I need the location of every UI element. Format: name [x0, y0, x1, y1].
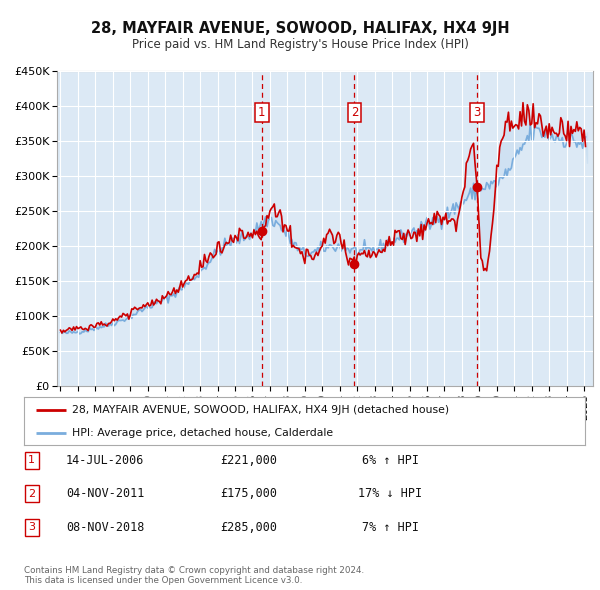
- Text: £175,000: £175,000: [221, 487, 277, 500]
- Text: 2: 2: [28, 489, 35, 499]
- Text: £221,000: £221,000: [221, 454, 277, 467]
- Text: Contains HM Land Registry data © Crown copyright and database right 2024.
This d: Contains HM Land Registry data © Crown c…: [24, 566, 364, 585]
- Text: 17% ↓ HPI: 17% ↓ HPI: [358, 487, 422, 500]
- Text: 14-JUL-2006: 14-JUL-2006: [66, 454, 144, 467]
- Text: £285,000: £285,000: [221, 521, 277, 534]
- Text: Price paid vs. HM Land Registry's House Price Index (HPI): Price paid vs. HM Land Registry's House …: [131, 38, 469, 51]
- Text: 1: 1: [28, 455, 35, 465]
- Text: 28, MAYFAIR AVENUE, SOWOOD, HALIFAX, HX4 9JH: 28, MAYFAIR AVENUE, SOWOOD, HALIFAX, HX4…: [91, 21, 509, 36]
- Text: 7% ↑ HPI: 7% ↑ HPI: [361, 521, 419, 534]
- Text: 1: 1: [258, 106, 266, 119]
- Text: 3: 3: [473, 106, 481, 119]
- Text: 08-NOV-2018: 08-NOV-2018: [66, 521, 144, 534]
- Text: HPI: Average price, detached house, Calderdale: HPI: Average price, detached house, Cald…: [71, 428, 333, 438]
- Text: 3: 3: [28, 523, 35, 532]
- Text: 04-NOV-2011: 04-NOV-2011: [66, 487, 144, 500]
- Text: 6% ↑ HPI: 6% ↑ HPI: [361, 454, 419, 467]
- Text: 2: 2: [350, 106, 358, 119]
- Text: 28, MAYFAIR AVENUE, SOWOOD, HALIFAX, HX4 9JH (detached house): 28, MAYFAIR AVENUE, SOWOOD, HALIFAX, HX4…: [71, 405, 449, 415]
